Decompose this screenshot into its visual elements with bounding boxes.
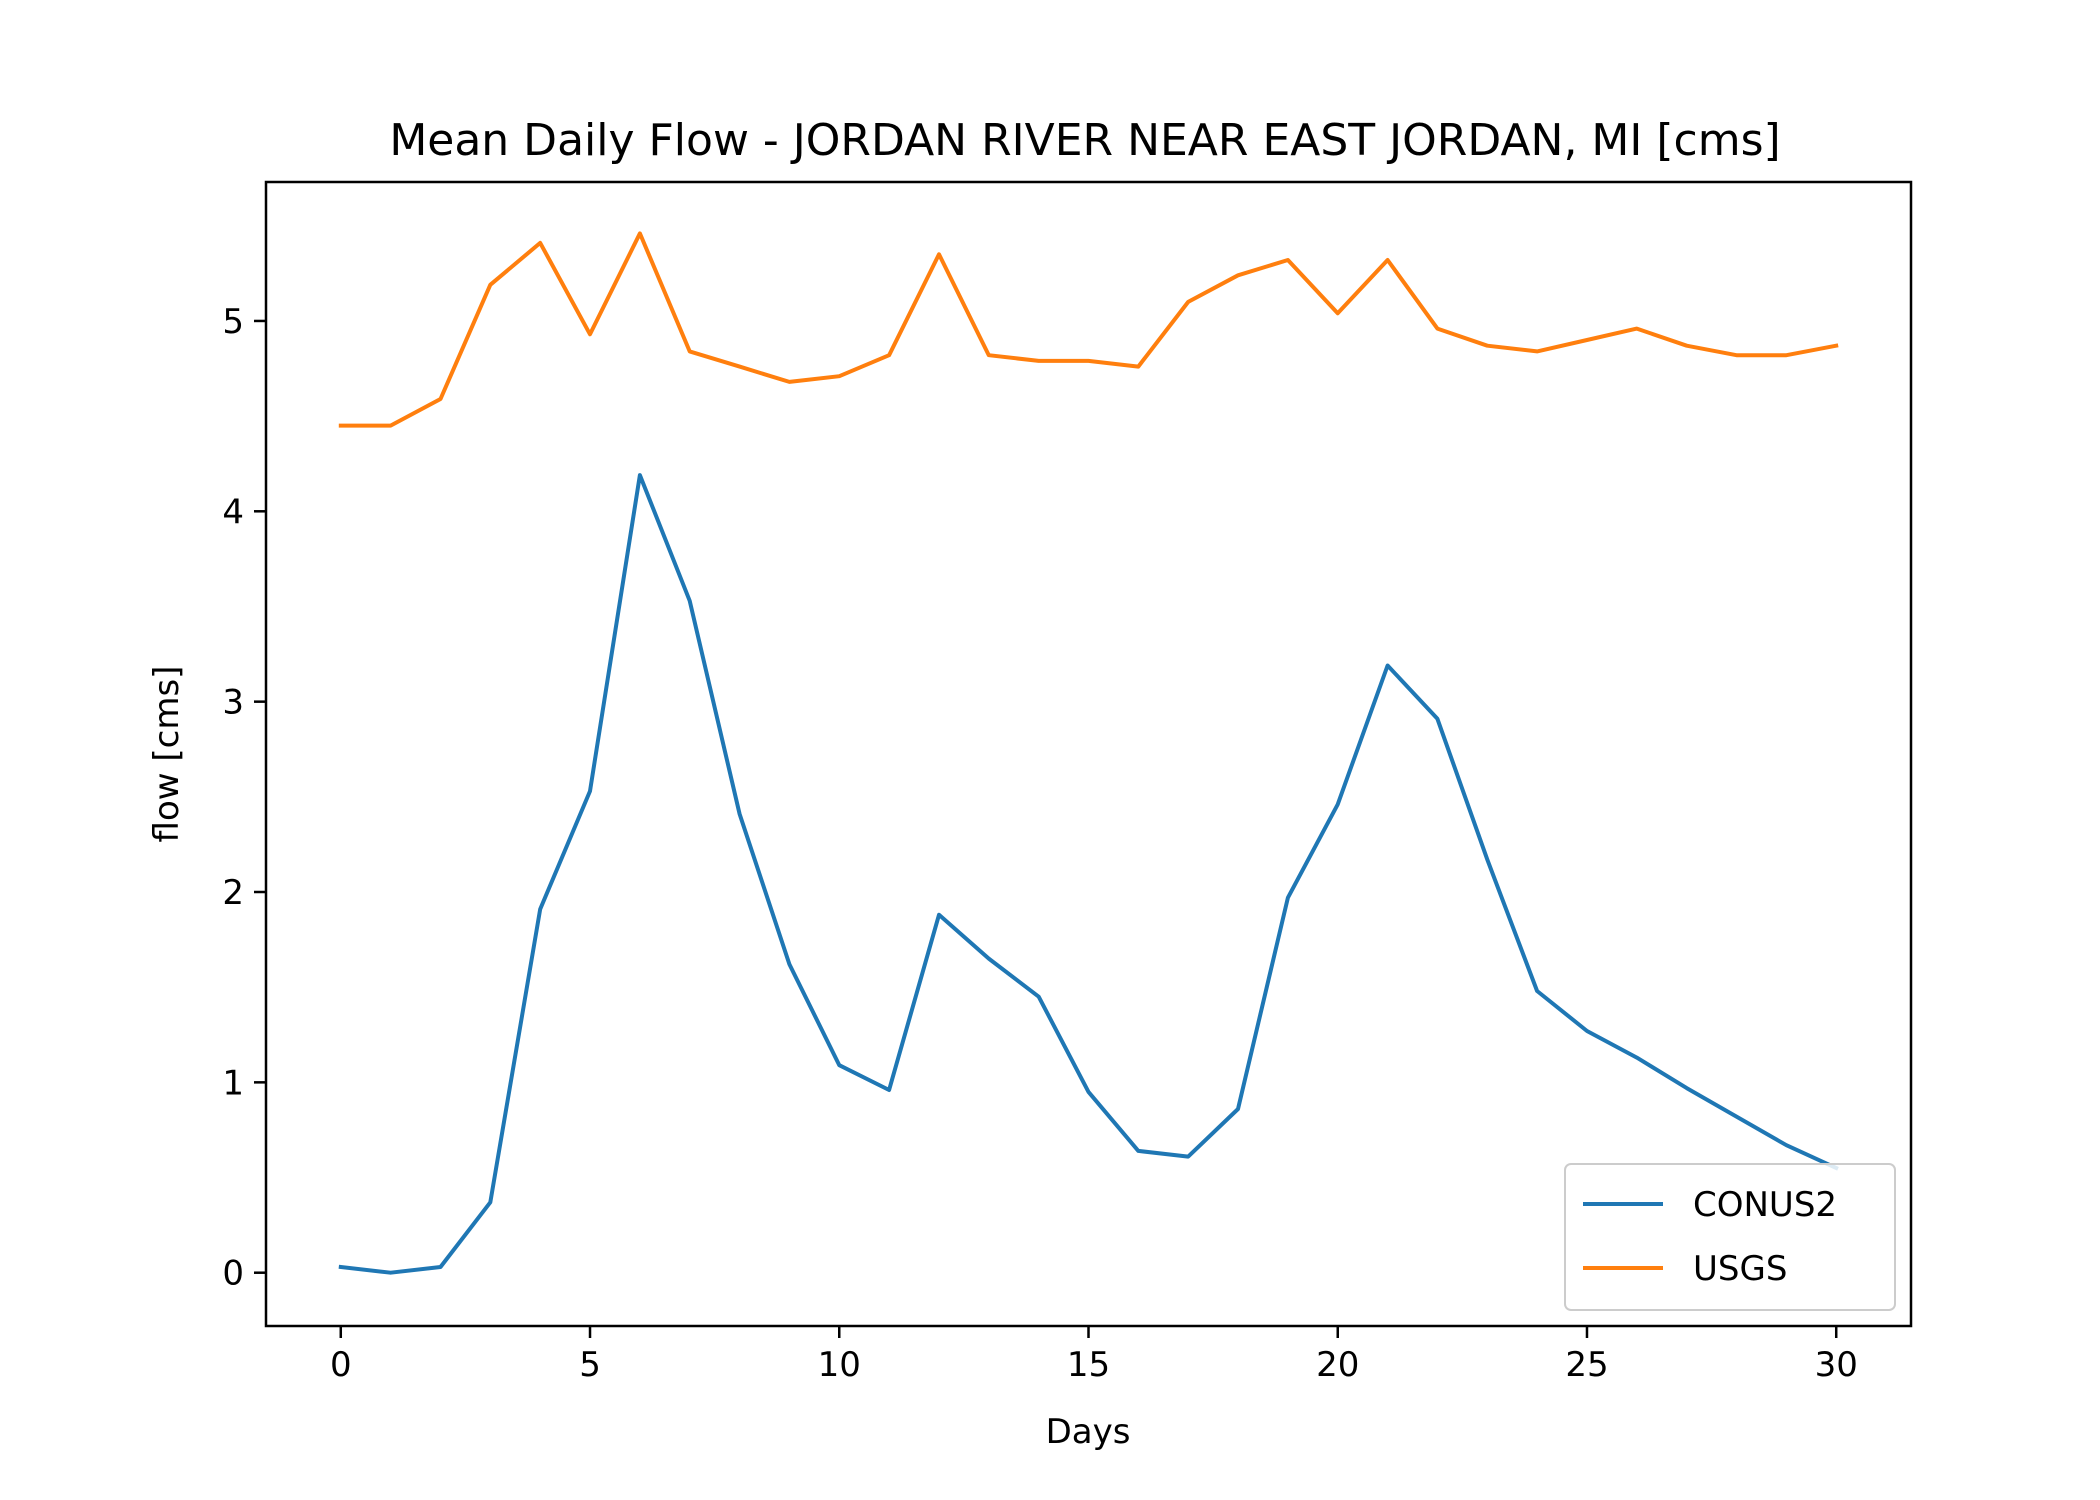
x-tick-label: 15 — [1067, 1345, 1110, 1385]
legend: CONUS2 USGS — [1564, 1163, 1896, 1311]
y-tick-label: 2 — [222, 873, 244, 913]
y-tick-label: 1 — [222, 1063, 244, 1103]
series-line-usgs — [338, 231, 1839, 428]
plot-lines — [338, 231, 1839, 1275]
legend-label-conus2: CONUS2 — [1693, 1185, 1837, 1225]
x-tick-label: 30 — [1815, 1345, 1858, 1385]
chart-title: Mean Daily Flow - JORDAN RIVER NEAR EAST… — [389, 115, 1780, 166]
legend-label-usgs: USGS — [1693, 1249, 1787, 1289]
x-tick-label: 20 — [1316, 1345, 1359, 1385]
y-axis-label: flow [cms] — [147, 666, 187, 843]
x-tick-label: 25 — [1565, 1345, 1608, 1385]
y-tick-label: 4 — [222, 492, 244, 532]
y-tick-label: 5 — [222, 302, 244, 342]
series-line-conus2 — [338, 473, 1839, 1275]
x-axis-label: Days — [1046, 1412, 1131, 1452]
plot-frame — [264, 180, 1913, 1328]
y-axis: 0 1 2 3 4 5 — [222, 302, 266, 1294]
y-tick-label: 0 — [222, 1254, 244, 1294]
x-tick-label: 10 — [818, 1345, 861, 1385]
legend-box — [1564, 1163, 1896, 1311]
x-tick-label: 5 — [579, 1345, 601, 1385]
x-tick-label: 0 — [330, 1345, 352, 1385]
y-tick-label: 3 — [222, 683, 244, 723]
x-axis: 0 5 10 15 20 25 30 — [330, 1326, 1858, 1385]
